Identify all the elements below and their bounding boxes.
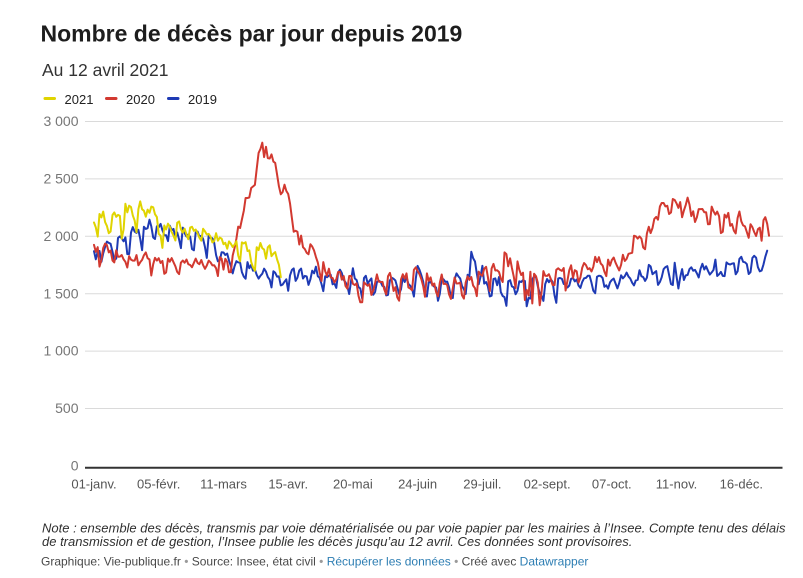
svg-text:01-janv.: 01-janv. xyxy=(71,477,116,492)
svg-text:2019: 2019 xyxy=(188,92,217,107)
svg-text:500: 500 xyxy=(55,400,79,416)
svg-text:1 500: 1 500 xyxy=(43,285,78,301)
svg-text:20-mai: 20-mai xyxy=(333,477,373,492)
svg-text:Nombre de décès par jour depui: Nombre de décès par jour depuis 2019 xyxy=(41,21,463,47)
svg-text:07-oct.: 07-oct. xyxy=(592,477,632,492)
svg-text:1 000: 1 000 xyxy=(43,343,78,359)
svg-text:2020: 2020 xyxy=(126,92,155,107)
svg-text:05-févr.: 05-févr. xyxy=(137,477,180,492)
svg-text:11-nov.: 11-nov. xyxy=(656,477,697,492)
svg-text:16-déc.: 16-déc. xyxy=(720,477,763,492)
svg-text:0: 0 xyxy=(71,458,79,474)
svg-text:24-juin: 24-juin xyxy=(398,477,437,492)
svg-text:Au 12 avril 2021: Au 12 avril 2021 xyxy=(42,60,168,80)
svg-text:02-sept.: 02-sept. xyxy=(524,477,571,492)
svg-text:2 500: 2 500 xyxy=(43,171,78,187)
svg-text:15-avr.: 15-avr. xyxy=(268,477,308,492)
svg-text:2021: 2021 xyxy=(65,92,94,107)
svg-text:Graphique: Vie-publique.fr • S: Graphique: Vie-publique.fr • Source: Ins… xyxy=(41,554,588,568)
svg-text:11-mars: 11-mars xyxy=(200,477,247,492)
svg-text:de transmission et de gestion,: de transmission et de gestion, l’Insee p… xyxy=(42,534,632,549)
svg-text:Note : ensemble des décès, tra: Note : ensemble des décès, transmis par … xyxy=(42,521,786,536)
svg-text:29-juil.: 29-juil. xyxy=(463,477,501,492)
svg-text:3 000: 3 000 xyxy=(43,113,78,129)
svg-text:2 000: 2 000 xyxy=(43,228,78,244)
